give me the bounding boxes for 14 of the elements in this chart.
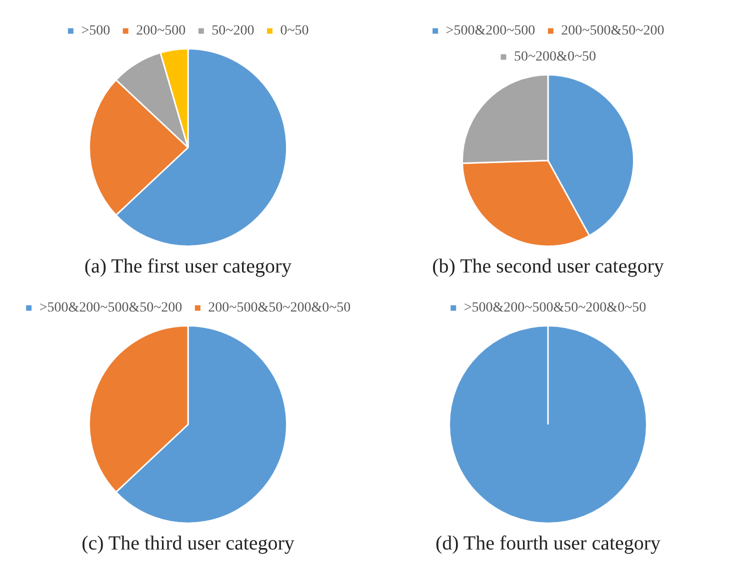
legend-label: >500&200~500&50~200 <box>39 300 182 316</box>
legend-label: 200~500&50~200 <box>561 24 664 39</box>
text: (a) The first user category <box>84 255 292 278</box>
legend-label: 200~500&50~200&0~50 <box>208 300 351 316</box>
text: (d) The fourth user category <box>435 532 661 554</box>
legend-label: 0~50 <box>280 24 309 39</box>
text: (c) The third user category <box>82 532 294 554</box>
legend-label: >500&200~500&50~200&0~50 <box>464 300 646 316</box>
legend-label: >500 <box>81 24 110 39</box>
text: (b) The second user category <box>432 255 664 278</box>
legend-label: 50~200&0~50 <box>514 50 596 65</box>
legend-label: 50~200 <box>212 24 254 39</box>
legend-label: 200~500 <box>136 24 186 39</box>
legend-label: >500&200~500 <box>446 24 536 39</box>
